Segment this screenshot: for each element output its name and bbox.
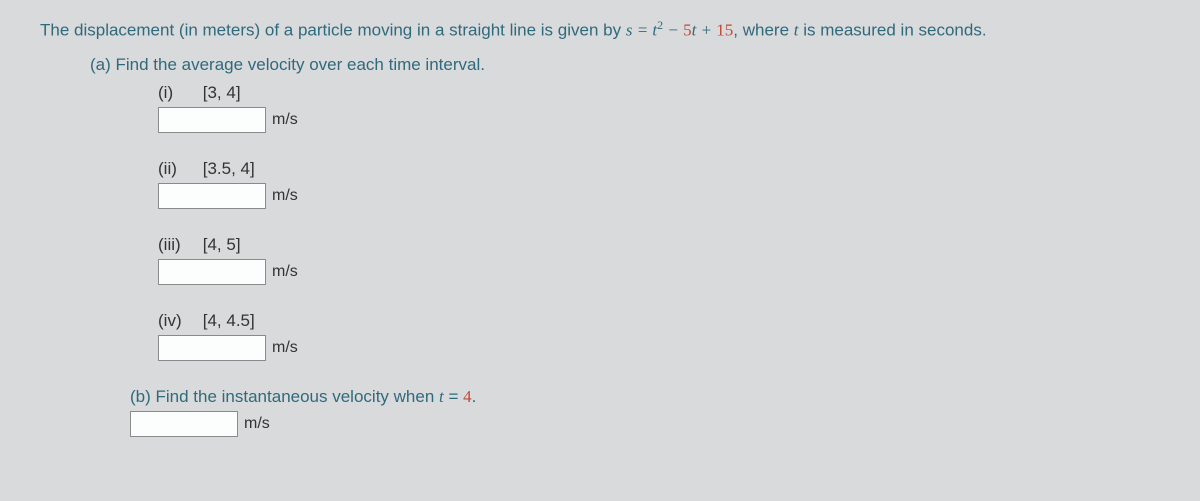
unit-ii: m/s — [272, 187, 298, 205]
part-b-val: 4 — [463, 387, 472, 406]
eq-lhs: s = t — [626, 21, 657, 40]
eq-const: 15 — [716, 21, 733, 40]
answer-input-iv[interactable] — [158, 335, 266, 361]
prompt-pre: The displacement (in meters) of a partic… — [40, 21, 626, 40]
question-prompt: The displacement (in meters) of a partic… — [40, 18, 1190, 41]
eq-coef: 5 — [683, 21, 692, 40]
part-b: (b) Find the instantaneous velocity when… — [130, 387, 1190, 437]
subpart-ii: (ii) [3.5, 4] m/s — [158, 159, 1190, 209]
answer-input-b[interactable] — [130, 411, 238, 437]
prompt-post2: is measured in seconds. — [799, 21, 987, 40]
roman-iv: (iv) — [158, 311, 198, 331]
eq-rhs-var: t + — [692, 21, 717, 40]
subpart-iv: (iv) [4, 4.5] m/s — [158, 311, 1190, 361]
question-container: The displacement (in meters) of a partic… — [0, 0, 1200, 447]
part-a-subparts: (i) [3, 4] m/s (ii) [3.5, 4] m/s (iii) [… — [158, 83, 1190, 361]
subpart-iii: (iii) [4, 5] m/s — [158, 235, 1190, 285]
unit-iv: m/s — [272, 339, 298, 357]
roman-i: (i) — [158, 83, 198, 103]
part-b-post: . — [472, 387, 477, 406]
interval-iv: [4, 4.5] — [203, 311, 255, 330]
roman-ii: (ii) — [158, 159, 198, 179]
interval-iii: [4, 5] — [203, 235, 241, 254]
answer-input-ii[interactable] — [158, 183, 266, 209]
eq-mid: − — [663, 21, 683, 40]
answer-input-iii[interactable] — [158, 259, 266, 285]
part-b-pre: (b) Find the instantaneous velocity when — [130, 387, 439, 406]
part-b-mid: = — [444, 387, 463, 406]
interval-i: [3, 4] — [203, 83, 241, 102]
subpart-i: (i) [3, 4] m/s — [158, 83, 1190, 133]
prompt-post: , where — [733, 21, 793, 40]
part-a-label: (a) Find the average velocity over each … — [90, 55, 1190, 75]
unit-i: m/s — [272, 111, 298, 129]
interval-ii: [3.5, 4] — [203, 159, 255, 178]
unit-iii: m/s — [272, 263, 298, 281]
roman-iii: (iii) — [158, 235, 198, 255]
answer-input-i[interactable] — [158, 107, 266, 133]
unit-b: m/s — [244, 415, 270, 433]
